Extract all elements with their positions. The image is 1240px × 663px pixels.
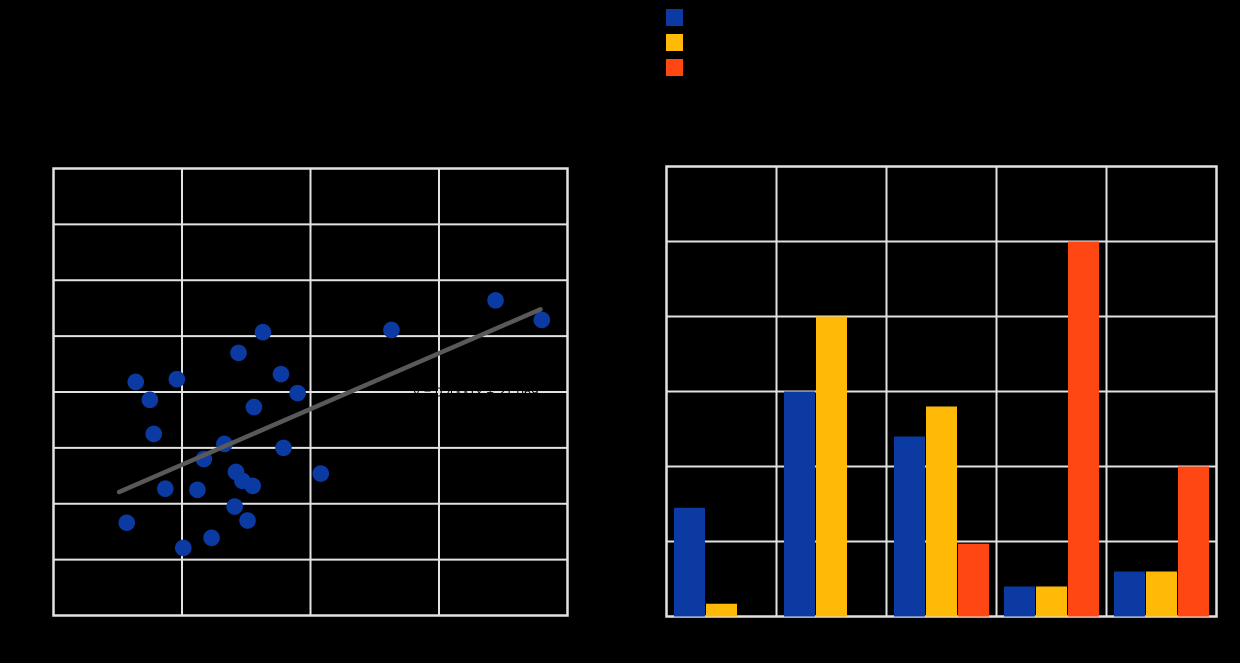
scatter-point [203, 529, 220, 547]
scatter-point [118, 514, 136, 532]
scatter-point [533, 311, 551, 329]
scatter-point [312, 465, 330, 482]
scatter-point [272, 365, 290, 383]
bar [926, 406, 957, 617]
legend-swatch-yellow [666, 34, 683, 51]
scatter-point [168, 370, 186, 388]
legend-item-series1 [666, 9, 781, 26]
scatter-point [245, 398, 263, 416]
bar [784, 391, 815, 617]
scatter-point [383, 321, 400, 339]
scatter-point [141, 391, 159, 409]
scatter-plot: y = 0.4331x + 21.069 [52, 167, 569, 617]
scatter-point [156, 480, 174, 497]
plot-border [52, 167, 569, 617]
scatter-point [487, 292, 504, 309]
trendline [116, 307, 543, 495]
bar [1036, 586, 1067, 617]
bar [1146, 571, 1177, 617]
scatter-point [174, 539, 192, 557]
scatter-point [127, 373, 145, 391]
bar [958, 543, 989, 617]
scatter-point [289, 384, 306, 402]
legend-item-series3 [666, 59, 781, 76]
scatter-point [254, 323, 272, 341]
trendline-equation: y = 0.4331x + 21.069 [413, 386, 538, 400]
bar [894, 436, 925, 617]
legend-item-series2 [666, 34, 781, 51]
scatter-point [189, 481, 206, 499]
bar [674, 507, 705, 617]
scatter-point [244, 477, 261, 495]
scatter-point [145, 425, 163, 443]
bar [706, 603, 737, 617]
scatter-point [230, 344, 247, 362]
legend-swatch-blue [666, 9, 683, 26]
bar-chart [665, 165, 1218, 618]
bar [1004, 586, 1035, 617]
bar [816, 316, 847, 617]
chart-legend [666, 9, 781, 76]
bar [1068, 241, 1099, 617]
bar [1178, 466, 1209, 617]
scatter-point [226, 498, 243, 515]
scatter-point [275, 439, 292, 457]
bar [1114, 571, 1145, 617]
legend-swatch-orange [666, 59, 683, 76]
scatter-point [239, 512, 256, 529]
